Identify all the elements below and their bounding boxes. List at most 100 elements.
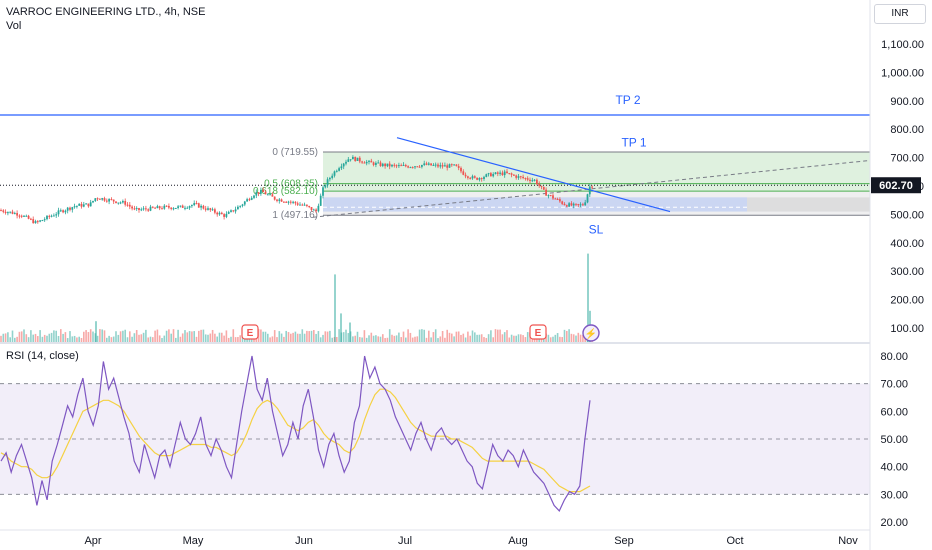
volume-bar	[370, 332, 373, 342]
candle-body	[552, 195, 554, 199]
candle-body	[395, 165, 398, 167]
fib-level-label: 1 (497.16)	[272, 210, 318, 221]
candle-body	[225, 213, 228, 217]
volume-bar	[487, 334, 490, 342]
candle-body	[112, 199, 115, 202]
volume-bar	[292, 332, 294, 342]
volume-bar	[508, 337, 511, 342]
candle-body	[172, 208, 175, 210]
volume-bar	[198, 330, 200, 342]
candle-body	[76, 205, 78, 207]
candle-body	[444, 165, 446, 167]
candle-body	[246, 199, 248, 202]
candle-body	[542, 186, 545, 190]
volume-bar	[227, 337, 230, 342]
volume-bar	[517, 334, 520, 342]
volume-bar	[382, 334, 384, 342]
volume-bar	[388, 329, 391, 342]
volume-bar	[405, 337, 407, 342]
candle-body	[370, 160, 373, 163]
volume-bar	[145, 329, 147, 342]
volume-bar	[513, 335, 515, 342]
volume-bar	[48, 333, 51, 342]
price-pane[interactable]: 0 (719.55) 0.5 (608.35)0.618 (582.10) 1 (4…	[0, 93, 871, 236]
volume-bar	[39, 330, 41, 342]
candle-body	[345, 161, 347, 164]
earnings-event-marker[interactable]: E	[529, 324, 547, 340]
volume-bar	[444, 337, 446, 342]
volume-bar	[283, 336, 285, 342]
candle-body	[220, 212, 223, 215]
candle-body	[110, 199, 113, 201]
candle-body	[317, 205, 320, 212]
volume-bar	[170, 333, 172, 342]
volume-bar	[494, 329, 497, 342]
candle-body	[283, 201, 285, 203]
volume-bar	[480, 334, 483, 342]
candle-body	[62, 210, 64, 213]
candle-body	[467, 176, 469, 178]
candle-body	[126, 204, 129, 206]
candle-body	[377, 162, 380, 164]
fib-level-label: 0.618 (582.10)	[253, 186, 318, 197]
volume-bar	[76, 337, 78, 342]
rsi-pane[interactable]	[0, 355, 870, 512]
candle-body	[561, 201, 564, 204]
flash-event-icon[interactable]	[582, 324, 600, 342]
candle-body	[103, 198, 106, 201]
candle-body	[161, 208, 163, 210]
candle-body	[423, 163, 426, 165]
candle-body	[216, 212, 219, 215]
currency-selector[interactable]: INR	[874, 4, 926, 24]
volume-bar	[225, 330, 228, 342]
volume-bar	[119, 331, 122, 342]
volume-bar	[262, 331, 264, 342]
candle-body	[347, 159, 350, 162]
volume-bar	[485, 337, 488, 342]
candle-body	[513, 174, 515, 176]
volume-bar	[503, 332, 506, 342]
candle-body	[294, 201, 297, 204]
last-price-badge	[871, 177, 921, 194]
candle-body	[99, 198, 101, 200]
volume-bar	[204, 334, 207, 342]
candle-body	[7, 212, 9, 214]
volume-bar	[154, 330, 156, 342]
candle-body	[384, 163, 386, 167]
volume-bar	[276, 337, 278, 342]
candle-body	[232, 210, 235, 212]
candle-body	[55, 214, 58, 216]
volume-bar	[342, 332, 345, 342]
candle-body	[289, 201, 292, 203]
candle-body	[437, 164, 439, 167]
volume-bar	[135, 330, 138, 342]
earnings-event-marker[interactable]: E	[241, 324, 259, 340]
volume-bar	[474, 332, 476, 342]
candle-body	[582, 204, 584, 206]
volume-bar	[7, 332, 9, 342]
volume-bar	[126, 337, 129, 342]
candle-body	[331, 175, 334, 178]
candle-body	[200, 205, 202, 208]
volume-bar	[131, 336, 133, 342]
candle-body	[478, 178, 481, 180]
candle-body	[391, 164, 393, 167]
volume-bar	[331, 337, 333, 342]
volume-bar	[462, 333, 465, 342]
time-tick-label: Jul	[398, 535, 412, 547]
candle-body	[78, 203, 81, 206]
last-price-label: 602.70	[879, 180, 913, 192]
candle-body	[211, 209, 214, 211]
candle-body	[338, 168, 340, 171]
volume-bar	[124, 329, 126, 342]
volume-bar	[142, 332, 145, 342]
candle-body	[163, 205, 166, 209]
candle-body	[416, 166, 419, 168]
candle-body	[312, 209, 315, 211]
volume-bar	[437, 338, 439, 342]
candle-body	[450, 164, 453, 166]
candle-body	[73, 206, 76, 208]
volume-bar	[501, 334, 504, 342]
volume-bar	[453, 336, 455, 342]
